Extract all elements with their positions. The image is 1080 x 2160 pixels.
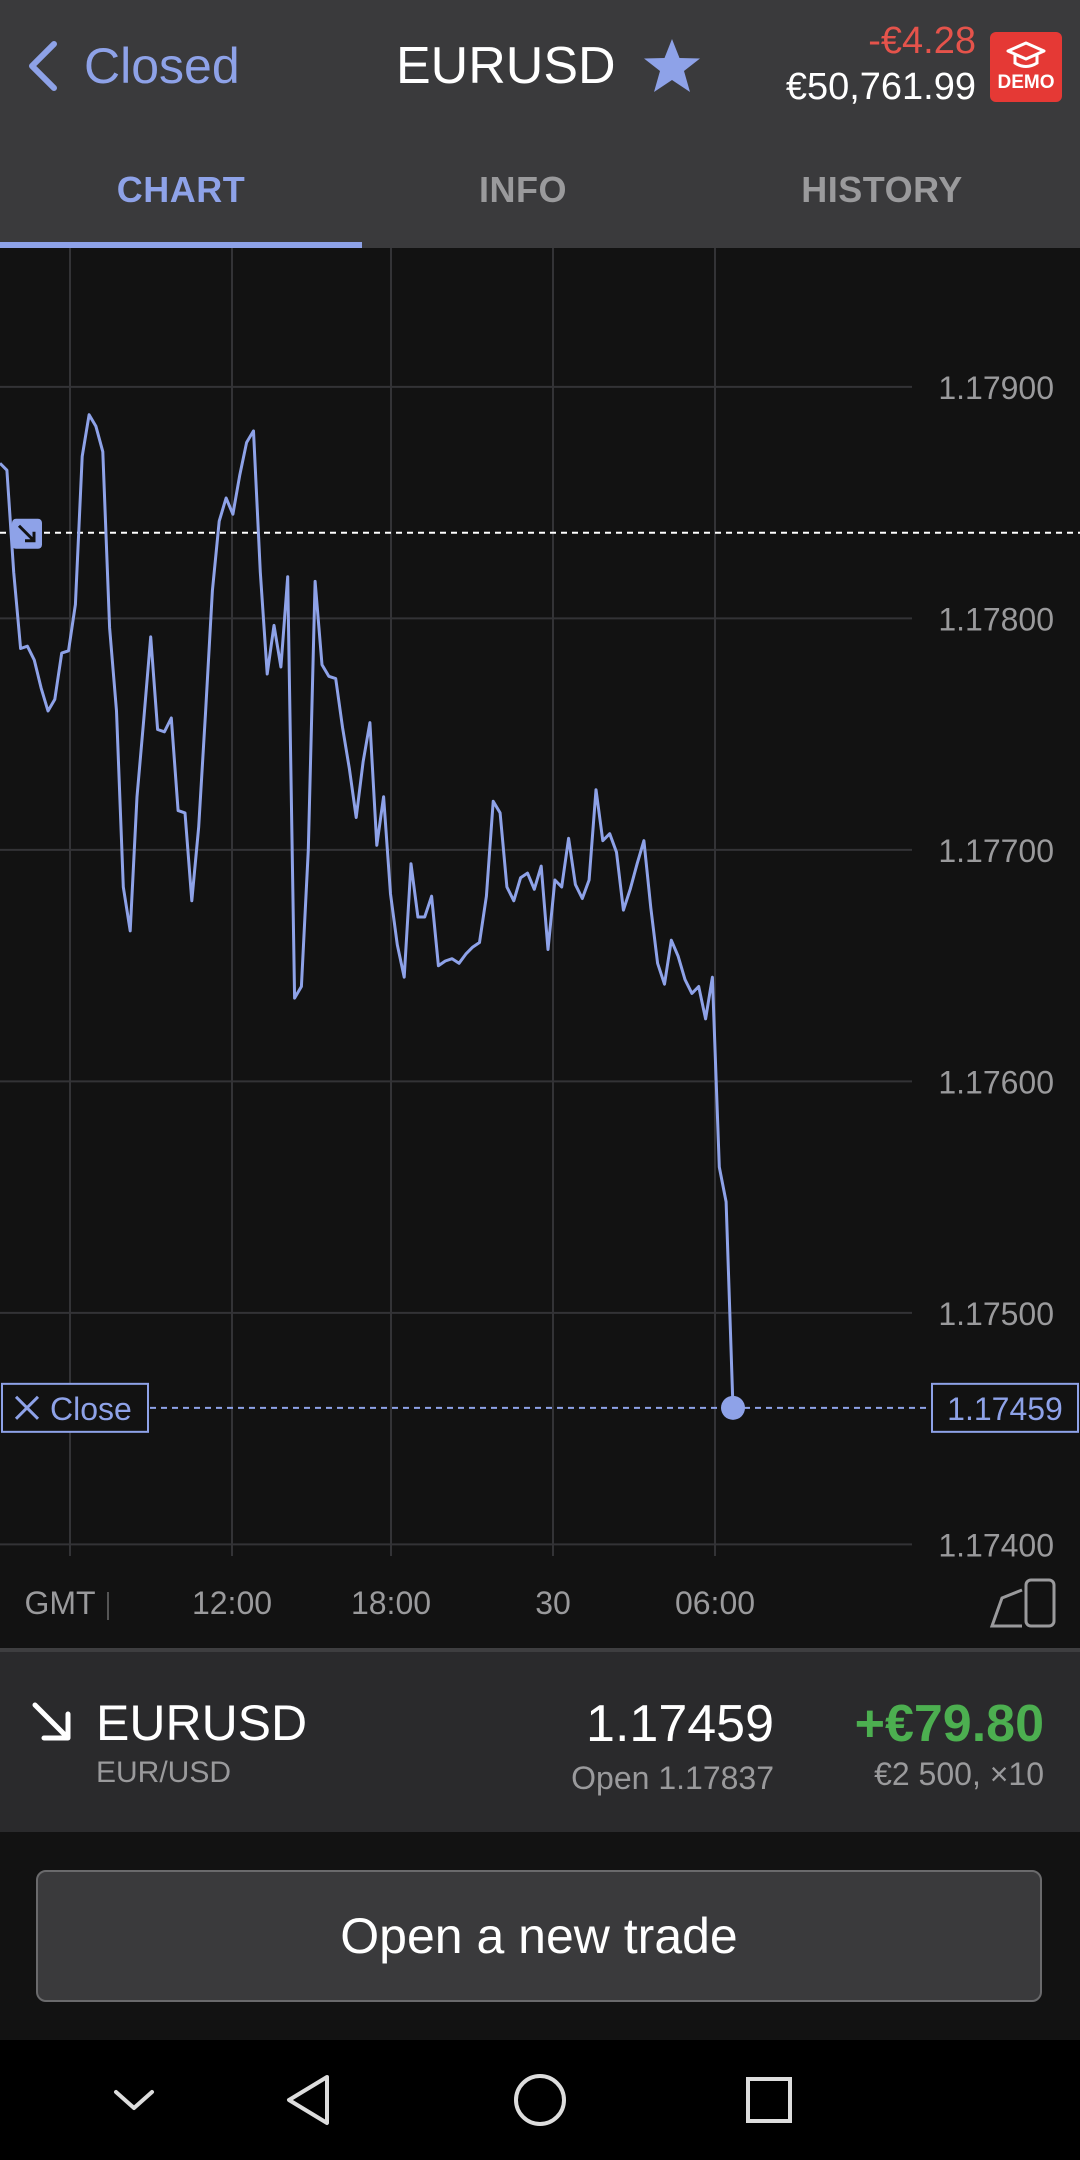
rotate-screen-icon[interactable]: [1024, 1578, 1056, 1628]
y-tick-label: 1.17600: [938, 1064, 1054, 1100]
favorite-star-icon[interactable]: [642, 37, 702, 95]
position-size: €2 500, ×10: [874, 1756, 1044, 1792]
close-position-button[interactable]: [1, 1382, 149, 1433]
position-pair: EUR/USD: [96, 1756, 232, 1789]
open-new-trade-button[interactable]: Open a new trade: [36, 1870, 1042, 2002]
x-tick-label: 30: [535, 1585, 571, 1621]
hide-keyboard-chevron-icon[interactable]: [98, 2064, 170, 2136]
x-tick-label: 12:00: [192, 1585, 272, 1621]
rotate-screen-landscape-icon: [989, 1588, 1023, 1628]
price-series-line: [0, 413, 735, 1408]
back-label: Closed: [84, 38, 240, 94]
position-symbol: EURUSD: [96, 1695, 308, 1751]
x-tick-label: 06:00: [675, 1585, 755, 1621]
y-tick-label: 1.17500: [938, 1296, 1054, 1332]
x-tick-label: 18:00: [351, 1585, 431, 1621]
position-open-price: Open 1.17837: [571, 1760, 774, 1796]
tab-bar: CHART INFO HISTORY: [0, 132, 1080, 248]
nav-home-icon[interactable]: [504, 2064, 576, 2136]
footer: Open a new trade: [0, 1832, 1080, 2040]
chart-canvas[interactable]: 1.17900 1.17800 1.17700 1.17600 1.17500 1.174…: [0, 248, 1080, 1650]
symbol-label: EURUSD: [396, 37, 616, 95]
position-current-price: 1.17459: [586, 1695, 774, 1753]
current-price-label: 1.17459: [947, 1391, 1063, 1427]
current-price-box: [931, 1382, 1079, 1433]
y-tick-label: 1.17700: [938, 833, 1054, 869]
open-marker-arrow-icon: [17, 524, 36, 543]
tab-info[interactable]: INFO: [479, 169, 567, 210]
y-tick-label: 1.17800: [938, 601, 1054, 637]
close-position-label: Close: [50, 1391, 132, 1427]
position-row[interactable]: EURUSD EUR/USD 1.17459 Open 1.17837 +€79…: [0, 1650, 1080, 1834]
demo-badge[interactable]: DEMO: [990, 32, 1062, 102]
position-profit: +€79.80: [854, 1695, 1044, 1753]
tab-history[interactable]: HISTORY: [801, 169, 963, 210]
account-balances: -€4.28 €50,761.99: [786, 18, 976, 110]
back-button[interactable]: Closed: [26, 30, 240, 102]
tab-chart[interactable]: CHART: [0, 132, 362, 248]
chevron-left-icon: [29, 41, 57, 91]
nav-back-icon[interactable]: [272, 2064, 344, 2136]
x-tick-label: GMT: [24, 1585, 95, 1621]
top-bar: Closed EURUSD -€4.28 €50,761.99 DEMO: [0, 0, 1080, 132]
y-tick-label: 1.17900: [938, 370, 1054, 406]
system-nav-bar: [0, 2040, 1080, 2160]
nav-recents-icon[interactable]: [733, 2064, 805, 2136]
arrow-down-right-icon: [32, 1702, 71, 1741]
graduation-cap-icon: [1006, 41, 1046, 68]
y-tick-label: 1.17400: [938, 1527, 1054, 1563]
symbol-title: EURUSD: [396, 30, 702, 102]
current-price-dot: [721, 1395, 745, 1420]
unrealized-pl: -€4.28: [868, 20, 976, 62]
price-chart[interactable]: 1.17900 1.17800 1.17700 1.17600 1.17500 1.174…: [0, 248, 1080, 1650]
demo-label: DEMO: [997, 72, 1055, 93]
close-x-icon: [14, 1395, 40, 1420]
account-balance: €50,761.99: [785, 66, 976, 108]
